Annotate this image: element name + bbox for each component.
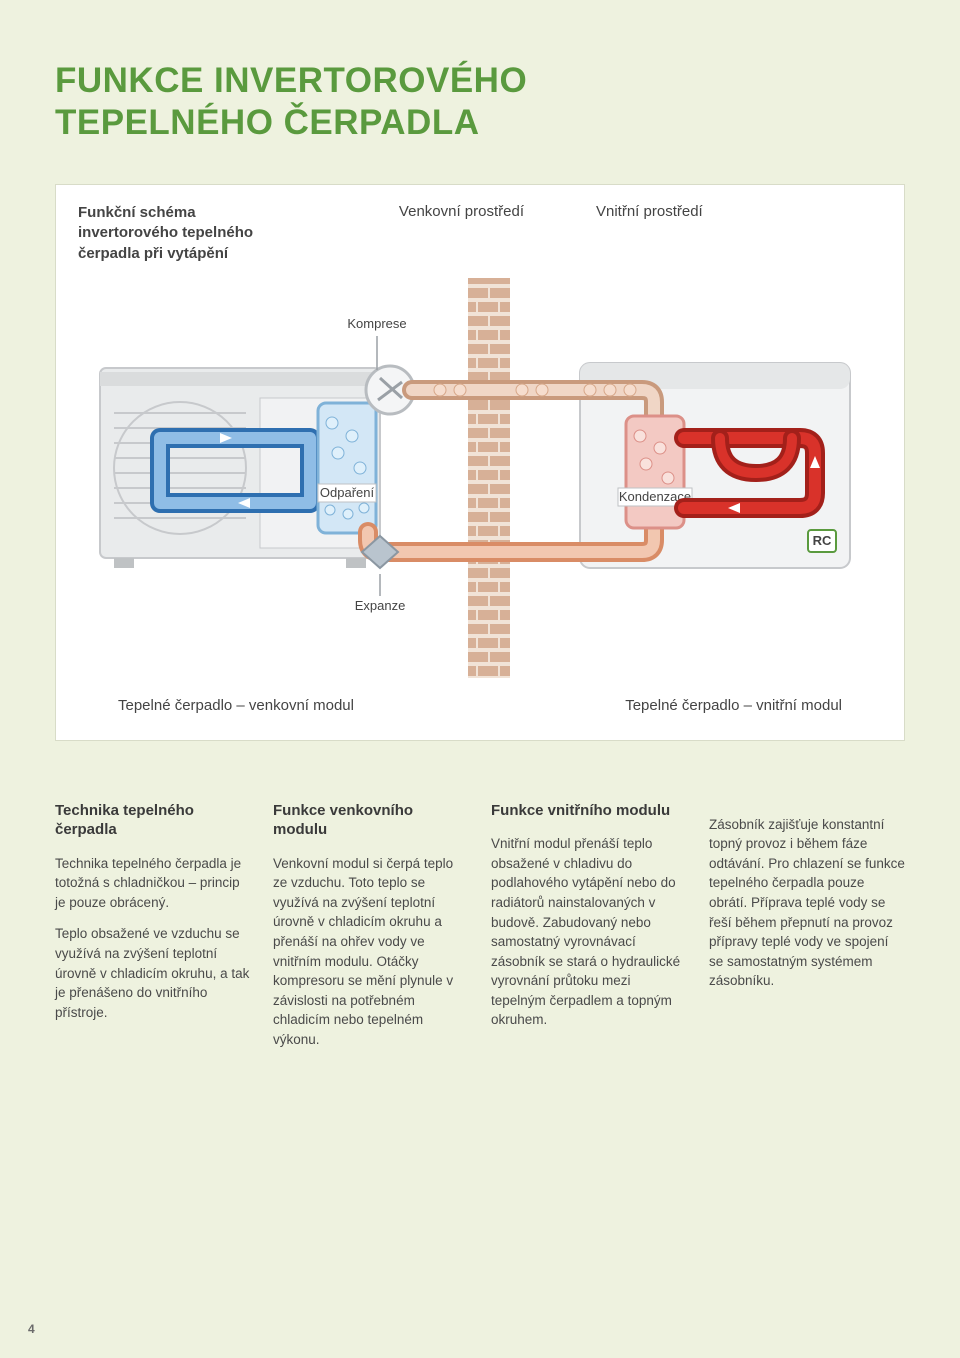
wall-divider <box>468 278 510 678</box>
diagram-header: Funkční schéma invertorového tepelného č… <box>78 203 882 264</box>
column-2: Funkce venkovního modulu Venkovní modul … <box>273 801 469 1062</box>
svg-text:Odpaření: Odpaření <box>320 485 375 500</box>
text-columns: Technika tepelného čerpadla Technika tep… <box>55 801 905 1062</box>
title-line-2: TEPELNÉHO ČERPADLA <box>55 103 480 142</box>
col1-p1: Technika tepelného čerpadla je totožná s… <box>55 854 251 913</box>
label-compression: Komprese <box>347 316 406 370</box>
column-4: Zásobník zajišťuje konstantní topný prov… <box>709 801 905 1062</box>
module-captions: Tepelné čerpadlo – venkovní modul Tepeln… <box>78 697 882 714</box>
caption-outdoor-module: Tepelné čerpadlo – venkovní modul <box>118 697 354 714</box>
col3-heading: Funkce vnitřního modulu <box>491 801 687 821</box>
caption-indoor-module: Tepelné čerpadlo – vnitřní modul <box>625 697 842 714</box>
col3-p1: Vnitřní modul přenáší teplo obsažené v c… <box>491 834 687 1030</box>
svg-text:Komprese: Komprese <box>347 316 406 331</box>
page-number: 4 <box>28 1322 35 1336</box>
title-line-1: FUNKCE INVERTOROVÉHO <box>55 61 527 100</box>
col1-p2: Teplo obsažené ve vzduchu se využívá na … <box>55 924 251 1022</box>
col2-p1: Venkovní modul si čerpá teplo ze vzduchu… <box>273 854 469 1050</box>
evaporator-exchanger <box>318 403 376 533</box>
col1-heading: Technika tepelného čerpadla <box>55 801 251 840</box>
label-expansion: Expanze <box>355 574 406 613</box>
label-indoor-env: Vnitřní prostředí <box>548 203 882 220</box>
label-evaporation: Odpaření <box>318 484 376 502</box>
schema-title: Funkční schéma invertorového tepelného č… <box>78 203 378 264</box>
col4-p1: Zásobník zajišťuje konstantní topný prov… <box>709 815 905 991</box>
col2-heading: Funkce venkovního modulu <box>273 801 469 840</box>
column-1: Technika tepelného čerpadla Technika tep… <box>55 801 251 1062</box>
svg-text:Expanze: Expanze <box>355 598 406 613</box>
page-title: FUNKCE INVERTOROVÉHO TEPELNÉHO ČERPADLA <box>55 60 905 144</box>
diagram-panel: Funkční schéma invertorového tepelného č… <box>55 184 905 741</box>
logo-badge: RC <box>813 533 832 548</box>
label-outdoor-env: Venkovní prostředí <box>378 203 548 220</box>
heat-pump-diagram: RC <box>78 278 882 683</box>
column-3: Funkce vnitřního modulu Vnitřní modul př… <box>491 801 687 1062</box>
environment-labels: Venkovní prostředí Vnitřní prostředí <box>378 203 882 220</box>
